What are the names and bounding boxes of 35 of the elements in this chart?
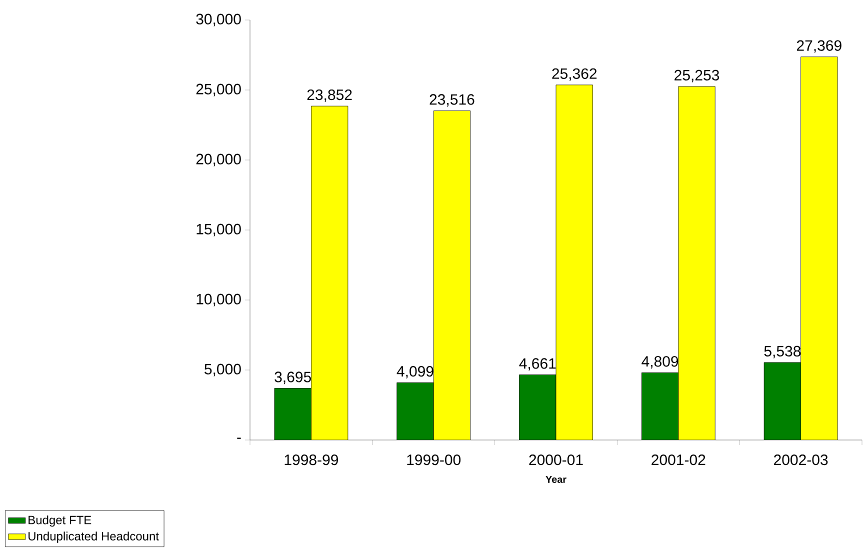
bar — [556, 84, 593, 440]
bar — [641, 372, 679, 440]
data-label: 5,538 — [764, 346, 801, 358]
data-label: 4,099 — [396, 366, 434, 378]
bar — [274, 388, 312, 440]
y-tick-label: 5,000 — [204, 364, 241, 376]
legend-label: Budget FTE — [28, 515, 92, 527]
y-tick-label: 10,000 — [196, 294, 241, 306]
y-tick-label: 30,000 — [196, 14, 241, 26]
x-tick-label: 2001-02 — [652, 454, 706, 466]
y-tick-label: 15,000 — [196, 224, 241, 236]
x-tick-label: 2000-01 — [529, 454, 583, 466]
y-tick-label: 20,000 — [196, 154, 241, 166]
bar — [519, 374, 556, 440]
data-label: 27,369 — [796, 40, 842, 53]
bar — [678, 86, 716, 440]
bar — [764, 362, 801, 440]
data-label: 25,362 — [552, 68, 597, 81]
data-label: 3,695 — [274, 372, 311, 384]
bar — [800, 56, 838, 440]
data-label: 23,852 — [307, 89, 352, 102]
y-tick-label: - — [237, 438, 241, 439]
x-axis-title: Year — [546, 476, 566, 483]
data-label: 23,516 — [430, 94, 474, 107]
y-tick-label: 25,000 — [196, 84, 241, 96]
bar — [396, 382, 434, 440]
legend-label: Unduplicated Headcount — [28, 532, 159, 543]
data-label: 25,253 — [674, 70, 720, 82]
x-tick-label: 2002-03 — [774, 454, 828, 466]
data-label: 4,809 — [642, 356, 678, 368]
x-tick-label: 1998-99 — [284, 454, 338, 466]
x-tick-label: 1999-00 — [407, 454, 461, 466]
bar — [311, 106, 348, 440]
bar — [433, 110, 471, 440]
data-label: 4,661 — [519, 358, 556, 371]
